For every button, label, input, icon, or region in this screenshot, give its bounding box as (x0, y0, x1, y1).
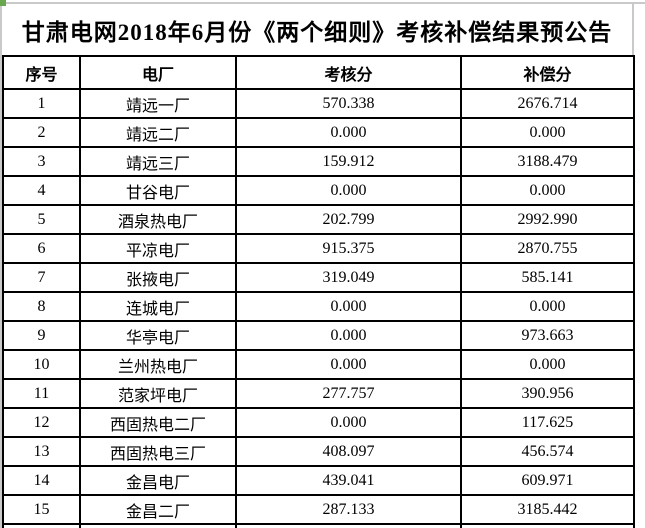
compensation-score-cell: 0.000 (460, 175, 635, 206)
table-row: 10 兰州热电厂 0.000 0.000 (2, 349, 635, 380)
plant-name-cell: 金昌电厂 (79, 465, 237, 496)
plant-name-cell: 金昌二厂 (79, 494, 237, 525)
table-row: 6 平凉电厂 915.375 2870.755 (2, 233, 635, 264)
assessment-score-cell: 0.000 (235, 175, 462, 206)
plant-name-cell: 西固热电二厂 (79, 407, 237, 438)
plant-name-cell: 靖远三厂 (79, 146, 237, 177)
table-row: 4 甘谷电厂 0.000 0.000 (2, 175, 635, 206)
assessment-score-cell: 159.912 (235, 146, 462, 177)
assessment-score-cell: 0.000 (235, 117, 462, 148)
plant-name-cell: 靖远二厂 (79, 117, 237, 148)
table-row: 13 西固热电三厂 408.097 456.574 (2, 436, 635, 467)
plant-name-cell: 华亭电厂 (79, 320, 237, 351)
row-index-cell: 2 (2, 117, 81, 148)
gridline-top (0, 2, 645, 4)
plant-name-cell: 甘谷电厂 (79, 175, 237, 206)
assessment-score-cell: 915.375 (235, 233, 462, 264)
col-header-plant: 电厂 (79, 55, 237, 90)
table-row: 14 金昌电厂 439.041 609.971 (2, 465, 635, 496)
clipped-cell (79, 523, 237, 528)
row-index-cell: 13 (2, 436, 81, 467)
compensation-score-cell: 117.625 (460, 407, 635, 438)
compensation-score-cell: 390.956 (460, 378, 635, 409)
assessment-score-cell: 202.799 (235, 204, 462, 235)
assessment-score-cell: 0.000 (235, 407, 462, 438)
plant-name-cell: 范家坪电厂 (79, 378, 237, 409)
assessment-score-cell: 0.000 (235, 349, 462, 380)
row-index-cell: 8 (2, 291, 81, 322)
row-index-cell: 1 (2, 88, 81, 119)
clipped-cell (460, 523, 635, 528)
col-header-assessment-score: 考核分 (235, 55, 462, 90)
row-index-cell: 14 (2, 465, 81, 496)
compensation-score-cell: 0.000 (460, 291, 635, 322)
table-row: 5 酒泉热电厂 202.799 2992.990 (2, 204, 635, 235)
row-index-cell: 6 (2, 233, 81, 264)
table-row: 9 华亭电厂 0.000 973.663 (2, 320, 635, 351)
table-row: 2 靖远二厂 0.000 0.000 (2, 117, 635, 148)
compensation-score-cell: 2870.755 (460, 233, 635, 264)
row-index-cell: 5 (2, 204, 81, 235)
plant-name-cell: 靖远一厂 (79, 88, 237, 119)
assessment-score-cell: 0.000 (235, 320, 462, 351)
row-index-cell: 7 (2, 262, 81, 293)
plant-name-cell: 兰州热电厂 (79, 349, 237, 380)
plant-name-cell: 平凉电厂 (79, 233, 237, 264)
assessment-results-table: 序号 电厂 考核分 补偿分 1 靖远一厂 570.338 2676.714 2 靖远二厂 0… (2, 55, 635, 528)
compensation-score-cell: 3185.442 (460, 494, 635, 525)
assessment-score-cell: 319.049 (235, 262, 462, 293)
table-row: 11 范家坪电厂 277.757 390.956 (2, 378, 635, 409)
row-index-cell: 4 (2, 175, 81, 206)
assessment-score-cell: 408.097 (235, 436, 462, 467)
col-header-compensation-score: 补偿分 (460, 55, 635, 90)
row-index-cell: 15 (2, 494, 81, 525)
plant-name-cell: 张掖电厂 (79, 262, 237, 293)
table-row: 8 连城电厂 0.000 0.000 (2, 291, 635, 322)
row-index-cell: 3 (2, 146, 81, 177)
plant-name-cell: 酒泉热电厂 (79, 204, 237, 235)
assessment-score-cell: 277.757 (235, 378, 462, 409)
col-header-index: 序号 (2, 55, 81, 90)
clipped-continuation-row (2, 523, 635, 528)
green-corner-marker (0, 0, 6, 6)
compensation-score-cell: 0.000 (460, 349, 635, 380)
page-title: 甘肃电网2018年6月份《两个细则》考核补偿结果预公告 (21, 19, 613, 45)
clipped-cell (235, 523, 462, 528)
row-index-cell: 12 (2, 407, 81, 438)
compensation-score-cell: 585.141 (460, 262, 635, 293)
clipped-cell (2, 523, 81, 528)
table-row: 12 西固热电二厂 0.000 117.625 (2, 407, 635, 438)
gridline-right (632, 2, 634, 57)
compensation-score-cell: 609.971 (460, 465, 635, 496)
compensation-score-cell: 2676.714 (460, 88, 635, 119)
compensation-score-cell: 973.663 (460, 320, 635, 351)
assessment-score-cell: 439.041 (235, 465, 462, 496)
plant-name-cell: 连城电厂 (79, 291, 237, 322)
table-row: 7 张掖电厂 319.049 585.141 (2, 262, 635, 293)
compensation-score-cell: 0.000 (460, 117, 635, 148)
header-row: 序号 电厂 考核分 补偿分 (2, 55, 635, 90)
row-index-cell: 11 (2, 378, 81, 409)
assessment-score-cell: 0.000 (235, 291, 462, 322)
title-cell: 甘肃电网2018年6月份《两个细则》考核补偿结果预公告 (2, 4, 632, 55)
gridline-left (0, 2, 2, 528)
table-row: 15 金昌二厂 287.133 3185.442 (2, 494, 635, 525)
row-index-cell: 10 (2, 349, 81, 380)
table-row: 3 靖远三厂 159.912 3188.479 (2, 146, 635, 177)
assessment-score-cell: 570.338 (235, 88, 462, 119)
row-index-cell: 9 (2, 320, 81, 351)
compensation-score-cell: 3188.479 (460, 146, 635, 177)
compensation-score-cell: 2992.990 (460, 204, 635, 235)
plant-name-cell: 西固热电三厂 (79, 436, 237, 467)
compensation-score-cell: 456.574 (460, 436, 635, 467)
assessment-score-cell: 287.133 (235, 494, 462, 525)
table-row: 1 靖远一厂 570.338 2676.714 (2, 88, 635, 119)
